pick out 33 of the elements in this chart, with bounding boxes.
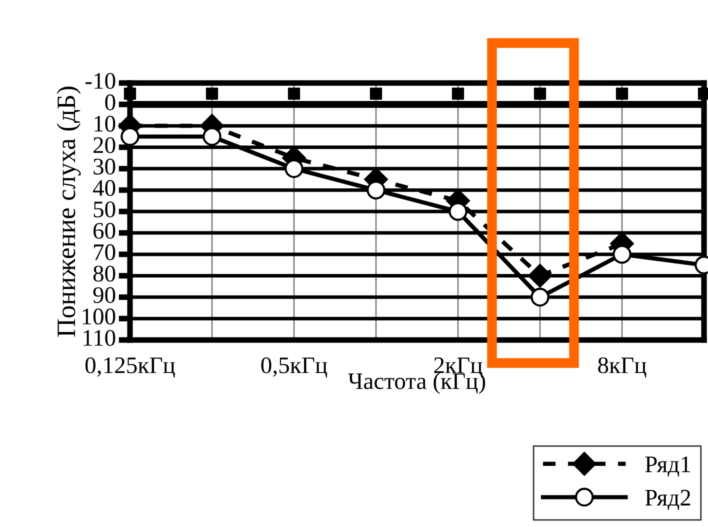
legend-label: Ряд1 <box>645 456 690 477</box>
point <box>452 88 464 100</box>
y-tick-label: 10 <box>94 116 116 132</box>
y-tick-label: 30 <box>94 158 116 175</box>
x-tick-label: 0,5кГц <box>261 357 328 378</box>
point <box>616 88 628 100</box>
y-tick-label: 50 <box>94 201 116 218</box>
point <box>206 88 218 100</box>
y-tick-label: 20 <box>94 137 116 154</box>
y-tick-label: 90 <box>93 287 116 304</box>
y-tick-label: 80 <box>93 266 116 282</box>
x-tick-label: 8кГц <box>598 357 646 378</box>
point <box>120 127 140 146</box>
point <box>528 264 552 288</box>
point <box>202 127 222 146</box>
y-tick-label: 100 <box>82 308 116 324</box>
point <box>530 288 550 307</box>
point <box>288 88 300 100</box>
point <box>534 88 546 100</box>
y-tick-label: 60 <box>94 222 116 239</box>
y-tick-label: 40 <box>92 180 116 196</box>
y-tick-label: 70 <box>94 244 116 260</box>
point <box>366 180 386 200</box>
y-tick-label: 0 <box>105 94 116 110</box>
point <box>370 88 382 100</box>
legend-label: Ряд2 <box>645 490 690 510</box>
y-tick-label: -10 <box>86 72 116 89</box>
point <box>448 202 468 221</box>
point <box>284 159 304 178</box>
x-tick-label: 0,125кГц <box>85 357 175 378</box>
y-tick-label: 110 <box>84 330 116 346</box>
y-axis-title: Понижение слуха (дБ) <box>56 86 81 337</box>
point <box>124 88 136 100</box>
